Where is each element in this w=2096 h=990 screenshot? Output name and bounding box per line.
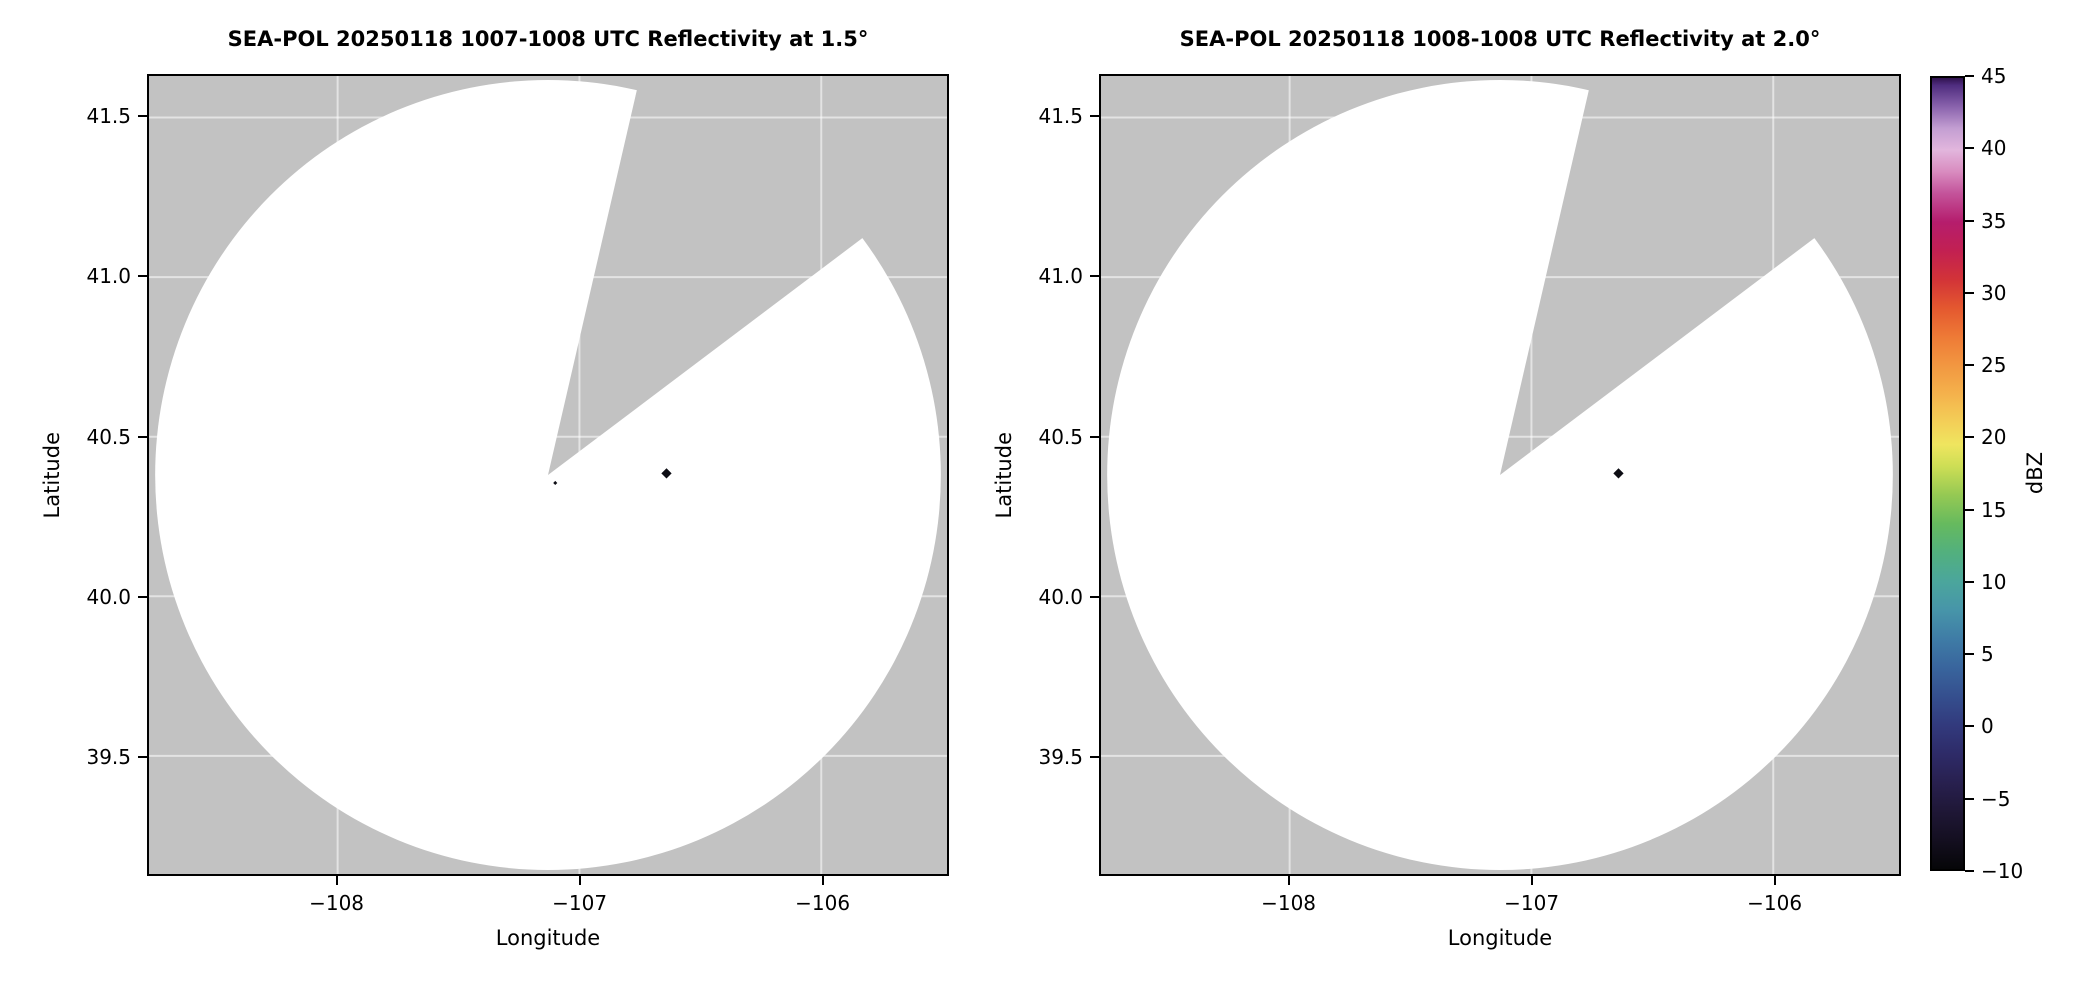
y-tick-mark	[1090, 435, 1099, 438]
colorbar-tick-mark	[1965, 291, 1974, 294]
y-tick-label: 40.0	[86, 584, 131, 609]
colorbar-tick-label: 30	[1981, 280, 2007, 305]
radar-ppi-plot	[1101, 76, 1899, 874]
colorbar-gradient	[1930, 76, 1965, 871]
x-tick-mark	[1287, 876, 1290, 885]
y-tick-label: 41.5	[86, 103, 131, 128]
colorbar-tick-mark	[1965, 147, 1974, 150]
colorbar-tick-mark	[1965, 725, 1974, 728]
y-tick-mark	[1090, 756, 1099, 759]
y-axis-label-wrap: Latitude	[989, 74, 1019, 876]
x-tick-mark	[821, 876, 824, 885]
colorbar-tick-label: 25	[1981, 353, 2007, 378]
x-tick-mark	[1530, 876, 1533, 885]
colorbar-label-wrap: dBZ	[2020, 76, 2050, 871]
colorbar-tick-label: −5	[1981, 786, 2011, 811]
colorbar-tick-label: 45	[1981, 64, 2007, 88]
y-tick-mark	[1090, 275, 1099, 278]
y-axis-label: Latitude	[40, 431, 64, 519]
y-axis-label-wrap: Latitude	[37, 74, 67, 876]
y-tick-mark	[138, 114, 147, 117]
colorbar-tick-label: 15	[1981, 497, 2007, 522]
y-tick-label: 41.5	[1038, 103, 1083, 128]
x-tick-label: −106	[795, 891, 851, 915]
radar-panel-right: SEA-POL 20250118 1008-1008 UTC Reflectiv…	[992, 27, 1901, 950]
x-tick-label: −107	[1504, 891, 1560, 915]
panel-title: SEA-POL 20250118 1008-1008 UTC Reflectiv…	[1179, 27, 1821, 51]
y-tick-mark	[138, 275, 147, 278]
colorbar-tick-mark	[1965, 580, 1974, 583]
colorbar-tick-label: 40	[1981, 136, 2007, 161]
radar-panel-left: SEA-POL 20250118 1007-1008 UTC Reflectiv…	[40, 27, 949, 950]
colorbar-tick-label: 10	[1981, 569, 2007, 594]
x-axis-label: Longitude	[1447, 926, 1553, 950]
y-tick-mark	[138, 595, 147, 598]
y-tick-label: 41.0	[1038, 264, 1083, 289]
colorbar-tick-mark	[1965, 508, 1974, 511]
colorbar-tick-label: 35	[1981, 208, 2007, 233]
colorbar-tick-mark	[1965, 797, 1974, 800]
colorbar-tick-label: 5	[1981, 642, 1994, 667]
y-tick-label: 39.5	[1038, 745, 1083, 770]
y-tick-mark	[1090, 114, 1099, 117]
y-tick-mark	[1090, 595, 1099, 598]
x-tick-label: −108	[1261, 891, 1317, 915]
y-tick-mark	[138, 756, 147, 759]
y-tick-label: 40.5	[86, 424, 131, 449]
y-tick-label: 40.5	[1038, 424, 1083, 449]
y-tick-mark	[138, 435, 147, 438]
x-tick-mark	[335, 876, 338, 885]
x-tick-label: −106	[1747, 891, 1803, 915]
y-tick-label: 40.0	[1038, 584, 1083, 609]
x-tick-label: −108	[309, 891, 365, 915]
colorbar-tick-mark	[1965, 364, 1974, 367]
colorbar-tick-mark	[1965, 436, 1974, 439]
colorbar: dBZ 45 40 35 30 25 20 15 10 5 0 −5 −10	[1930, 64, 2047, 883]
colorbar-tick-label: 20	[1981, 425, 2007, 450]
colorbar-label: dBZ	[2023, 452, 2047, 495]
plot-area	[1099, 74, 1901, 876]
colorbar-tick-mark	[1965, 219, 1974, 222]
x-tick-mark	[578, 876, 581, 885]
plot-area	[147, 74, 949, 876]
colorbar-tick-label: 0	[1981, 714, 1994, 739]
colorbar-tick-label: −10	[1981, 859, 2024, 883]
colorbar-tick-mark	[1965, 653, 1974, 656]
y-axis-label: Latitude	[992, 431, 1016, 519]
x-tick-mark	[1773, 876, 1776, 885]
missing-data-sector	[1500, 76, 1899, 475]
missing-data-sector	[548, 76, 947, 475]
x-axis-label: Longitude	[495, 926, 601, 950]
y-tick-label: 39.5	[86, 745, 131, 770]
colorbar-tick-mark	[1965, 870, 1974, 872]
panel-title: SEA-POL 20250118 1007-1008 UTC Reflectiv…	[227, 27, 869, 51]
y-tick-label: 41.0	[86, 264, 131, 289]
radar-ppi-plot	[149, 76, 947, 874]
x-tick-label: −107	[552, 891, 608, 915]
colorbar-tick-mark	[1965, 75, 1974, 77]
